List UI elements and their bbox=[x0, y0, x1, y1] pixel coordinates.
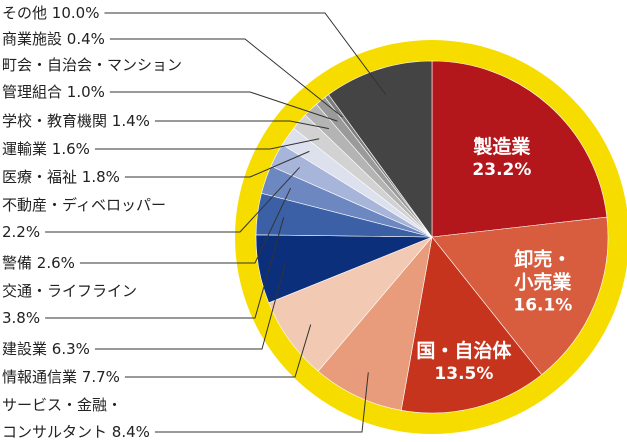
leader-line bbox=[124, 150, 310, 178]
slice-value: 13.5% bbox=[434, 364, 494, 385]
slice-label: 製造業 23.2% bbox=[472, 136, 531, 182]
category-name: その他 bbox=[2, 4, 48, 22]
category-label: 交通・ライフライン 3.8% bbox=[2, 278, 137, 332]
slice-label: 卸売・ 小売業 16.1% bbox=[513, 248, 572, 317]
category-name: 運輸業 bbox=[2, 140, 48, 158]
category-name: 商業施設 bbox=[2, 30, 63, 48]
leader-line bbox=[104, 12, 387, 96]
category-name: 警備 bbox=[2, 254, 33, 272]
category-label: 情報通信業 7.7% bbox=[2, 364, 120, 391]
category-label: 建設業 6.3% bbox=[2, 336, 90, 363]
pie-slice bbox=[400, 236, 543, 414]
category-label: 警備 2.6% bbox=[2, 250, 75, 277]
category-name: 交通・ライフライン bbox=[2, 282, 138, 300]
category-label: 学校・教育機関 1.4% bbox=[2, 108, 150, 135]
leader-line bbox=[154, 372, 369, 433]
leader-line bbox=[45, 167, 300, 233]
category-name: 建設業 bbox=[2, 340, 48, 358]
slice-name: 卸売・ 小売業 bbox=[514, 248, 572, 294]
category-value: 6.3% bbox=[51, 340, 90, 358]
category-label: 商業施設 0.4% bbox=[2, 26, 105, 53]
category-name: 学校・教育機関 bbox=[2, 112, 108, 130]
category-name: 不動産・ディベロッパー bbox=[2, 196, 166, 214]
slice-name: 国・自治体 bbox=[416, 340, 512, 363]
pie-slice bbox=[431, 216, 609, 376]
category-label: 不動産・ディベロッパー 2.2% bbox=[2, 192, 166, 246]
category-value: 1.6% bbox=[51, 140, 90, 158]
leader-line bbox=[109, 38, 343, 118]
pie-slice bbox=[431, 60, 608, 238]
leader-line bbox=[94, 264, 286, 350]
category-name: 町会・自治会・マンション 管理組合 bbox=[2, 56, 183, 101]
category-value: 7.7% bbox=[81, 368, 120, 386]
category-value: 0.4% bbox=[66, 30, 105, 48]
leader-line bbox=[79, 187, 292, 264]
category-value: 1.0% bbox=[66, 83, 105, 101]
slice-value: 23.2% bbox=[472, 159, 532, 180]
category-name: サービス・金融・ コンサルタント bbox=[2, 396, 123, 441]
category-value: 1.8% bbox=[81, 168, 120, 186]
category-value: 3.8% bbox=[2, 309, 41, 327]
slice-value: 16.1% bbox=[513, 295, 573, 316]
slice-label: 国・自治体 13.5% bbox=[416, 340, 511, 386]
category-value: 10.0% bbox=[51, 4, 100, 22]
slice-name: 製造業 bbox=[473, 135, 531, 158]
leader-line bbox=[124, 324, 312, 378]
category-name: 医療・福祉 bbox=[2, 168, 78, 186]
leader-line bbox=[94, 138, 320, 150]
leader-line bbox=[45, 217, 285, 319]
category-name: 情報通信業 bbox=[2, 368, 78, 386]
category-value: 8.4% bbox=[111, 423, 150, 441]
category-label: その他 10.0% bbox=[2, 0, 99, 27]
category-label: 町会・自治会・マンション 管理組合 1.0% bbox=[2, 52, 182, 106]
leader-line bbox=[154, 120, 330, 130]
category-label: 医療・福祉 1.8% bbox=[2, 164, 120, 191]
category-label: 運輸業 1.6% bbox=[2, 136, 90, 163]
pie-slice bbox=[328, 60, 433, 238]
category-value: 2.2% bbox=[2, 223, 41, 241]
category-value: 1.4% bbox=[111, 112, 150, 130]
category-value: 2.6% bbox=[36, 254, 75, 272]
leader-line bbox=[109, 91, 338, 122]
pie-slice bbox=[317, 235, 433, 411]
category-label: サービス・金融・ コンサルタント 8.4% bbox=[2, 392, 150, 442]
